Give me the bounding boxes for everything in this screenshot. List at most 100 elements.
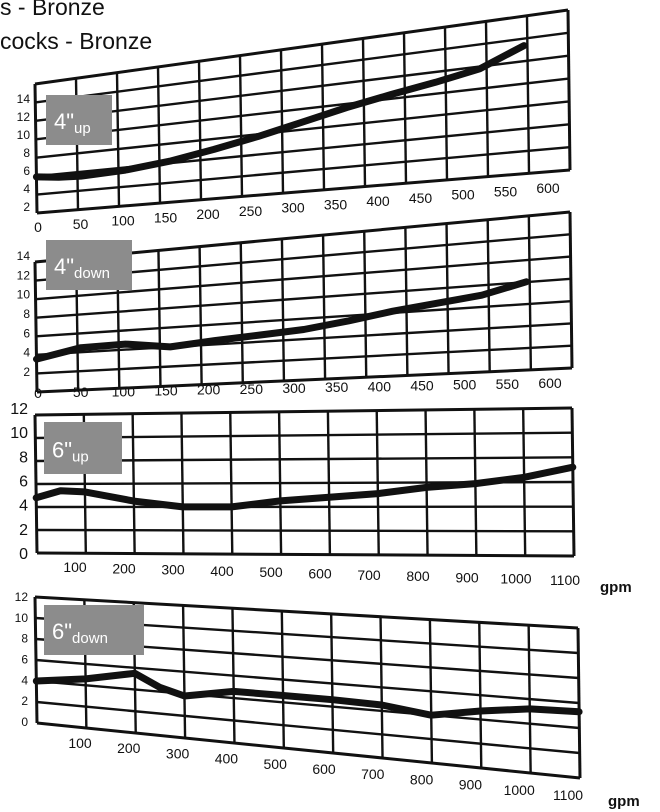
x-tick-label: 600 — [308, 566, 332, 582]
y-tick-label: 10 — [10, 425, 28, 442]
chart-label-size: 4" — [54, 109, 74, 134]
chart-label-direction: up — [72, 448, 89, 465]
data-curve — [33, 278, 530, 363]
grid-hline — [35, 31, 569, 104]
y-tick-label: 8 — [21, 632, 28, 646]
grid-hline — [36, 100, 570, 159]
x-tick-label: 600 — [538, 375, 562, 391]
x-tick-label: 700 — [357, 567, 381, 583]
grid-vline — [157, 250, 162, 387]
grid-vline — [443, 27, 449, 180]
x-tick-label: 400 — [366, 193, 390, 209]
y-tick-label: 6 — [23, 164, 30, 178]
grid-vline — [402, 32, 408, 184]
grid-hline — [35, 77, 569, 141]
grid-hline — [36, 366, 573, 394]
x-tick-label: 550 — [496, 376, 520, 392]
grid-hline — [36, 679, 580, 730]
x-tick-label: 500 — [451, 187, 475, 203]
x-tick-label: 200 — [196, 206, 220, 222]
chart-label: 6"down — [52, 619, 108, 647]
x-unit-label: gpm — [600, 579, 632, 596]
y-tick-label: 12 — [15, 590, 29, 604]
y-tick-label: 10 — [15, 611, 29, 625]
chart-label-box — [46, 95, 112, 145]
y-tick-label: 14 — [17, 92, 31, 106]
grid-hline — [36, 721, 581, 780]
grid-hline — [35, 277, 571, 319]
y-tick-label: 2 — [23, 200, 30, 214]
data-curve — [32, 669, 583, 719]
chart-label: 4"up — [54, 109, 91, 137]
x-tick-label: 400 — [210, 563, 234, 579]
chart-label-direction: up — [74, 120, 91, 137]
chart-panel-1: 4"up 0 50 100 150 200 250 300 350 400 450 500 550 600… — [17, 8, 572, 235]
y-tick-label: 0 — [19, 546, 28, 563]
grid-vline — [198, 246, 203, 385]
y-tick-label: 2 — [23, 365, 30, 379]
x-tick-label: 600 — [312, 761, 336, 777]
grid-vline — [363, 231, 368, 378]
x-tick-label: 900 — [459, 777, 483, 793]
grid-vline — [361, 38, 367, 187]
grid-vline — [115, 72, 121, 207]
chart-label-size: 6" — [52, 619, 72, 644]
x-tick-label: 50 — [73, 384, 89, 400]
grid-vline — [404, 227, 409, 376]
grid-vline — [484, 21, 490, 177]
grid-hline — [35, 431, 573, 440]
y-tick-label: 4 — [23, 346, 30, 360]
y-tick-label: 8 — [23, 307, 30, 321]
y-tick-label: 10 — [17, 128, 31, 142]
header-line-2: cocks - Bronze — [0, 28, 153, 54]
x-tick-label: 0 — [34, 219, 42, 235]
y-tick-label: 0 — [21, 715, 28, 729]
x-unit-label: gpm — [608, 793, 640, 810]
chart-label-direction: down — [72, 630, 108, 647]
x-tick-label: 600 — [536, 180, 560, 196]
x-tick-label: 450 — [409, 190, 433, 206]
x-tick-label: 100 — [68, 735, 92, 751]
x-tick-label: 1000 — [500, 571, 531, 587]
chart-label-box — [44, 422, 122, 474]
x-tick-label: 450 — [410, 378, 434, 394]
y-tick-label: 6 — [19, 474, 28, 491]
x-tick-label: 200 — [117, 740, 141, 756]
grid-hline — [34, 8, 569, 86]
grid-vline — [238, 55, 244, 197]
x-tick-label: 350 — [325, 379, 349, 395]
header-line-1: s - Bronze — [0, 0, 105, 20]
grid-vline — [280, 238, 286, 381]
grid-vline — [527, 215, 533, 370]
x-tick-label: 550 — [494, 183, 518, 199]
grid-vline — [33, 83, 39, 214]
x-tick-label: 500 — [259, 564, 283, 580]
x-tick-label: 50 — [73, 216, 89, 232]
data-curve — [32, 42, 528, 181]
x-tick-label: 800 — [410, 771, 434, 787]
y-tick-label: 4 — [23, 182, 30, 196]
x-tick-label: 500 — [264, 756, 288, 772]
x-tick-label: 800 — [406, 568, 430, 584]
data-curve — [32, 463, 577, 511]
grid-hline — [36, 344, 572, 375]
grid-hline — [36, 528, 574, 533]
x-tick-label: 200 — [112, 560, 136, 576]
x-tick-label: 100 — [112, 383, 136, 399]
x-tick-label: 150 — [154, 209, 178, 225]
y-tick-label: 6 — [21, 653, 28, 667]
y-tick-label: 2 — [21, 694, 28, 708]
grid-vline — [279, 49, 285, 194]
grid-hline — [36, 145, 570, 196]
grid-vline — [197, 61, 203, 200]
x-tick-label: 350 — [324, 196, 348, 212]
grid-hline — [35, 658, 580, 705]
x-tick-label: 250 — [239, 203, 263, 219]
x-tick-label: 250 — [240, 381, 264, 397]
grid-vline — [33, 261, 39, 393]
x-tick-label: 400 — [368, 378, 392, 394]
grid-vline — [239, 242, 244, 383]
x-tick-label: 900 — [455, 569, 479, 585]
